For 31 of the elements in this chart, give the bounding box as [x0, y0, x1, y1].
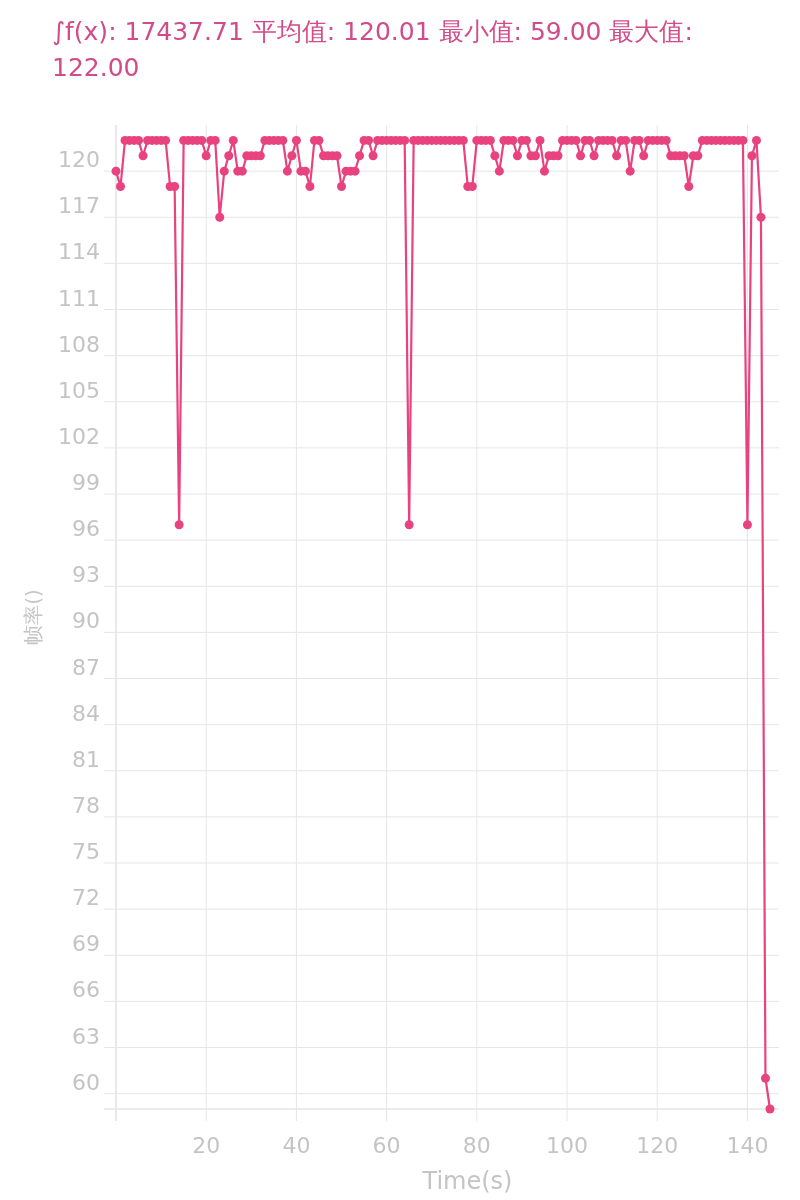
- x-tick-label: 60: [372, 1133, 401, 1158]
- y-tick-label: 99: [72, 470, 100, 495]
- y-tick-label: 90: [72, 608, 100, 634]
- x-tick-label: 120: [636, 1133, 679, 1158]
- chart-title: ∫f(x): 17437.71 平均值: 120.01 最小值: 59.00 最大值: 122.00: [52, 16, 694, 84]
- y-tick-label: 111: [58, 285, 100, 311]
- y-tick-label: 114: [58, 239, 100, 265]
- y-tick-label: 81: [72, 746, 100, 772]
- y-tick-label: 96: [72, 516, 100, 542]
- x-tick-label: 40: [282, 1133, 311, 1158]
- y-tick-label: 78: [72, 792, 100, 818]
- y-tick-label: 108: [58, 331, 100, 357]
- x-axis-title: Time(s): [421, 1167, 513, 1195]
- y-tick-label: 120: [58, 147, 100, 173]
- x-tick-label: 20: [192, 1133, 221, 1158]
- y-tick-label: 75: [72, 839, 100, 864]
- y-tick-label: 87: [72, 654, 100, 680]
- x-tick-label: 80: [462, 1133, 491, 1158]
- y-tick-label: 66: [72, 977, 100, 1003]
- y-tick-label: 117: [58, 193, 100, 219]
- x-tick-label: 140: [726, 1133, 769, 1158]
- y-tick-label: 60: [72, 1069, 100, 1095]
- y-tick-label: 93: [72, 562, 100, 588]
- x-tick-label: 100: [546, 1133, 589, 1158]
- y-tick-label: 63: [72, 1023, 100, 1049]
- y-axis-title: 帧率(): [21, 589, 45, 645]
- y-tick-label: 102: [58, 423, 100, 449]
- y-tick-label: 72: [72, 885, 100, 911]
- y-tick-label: 69: [72, 931, 100, 957]
- y-tick-label: 105: [58, 377, 100, 403]
- y-tick-label: 84: [72, 700, 100, 726]
